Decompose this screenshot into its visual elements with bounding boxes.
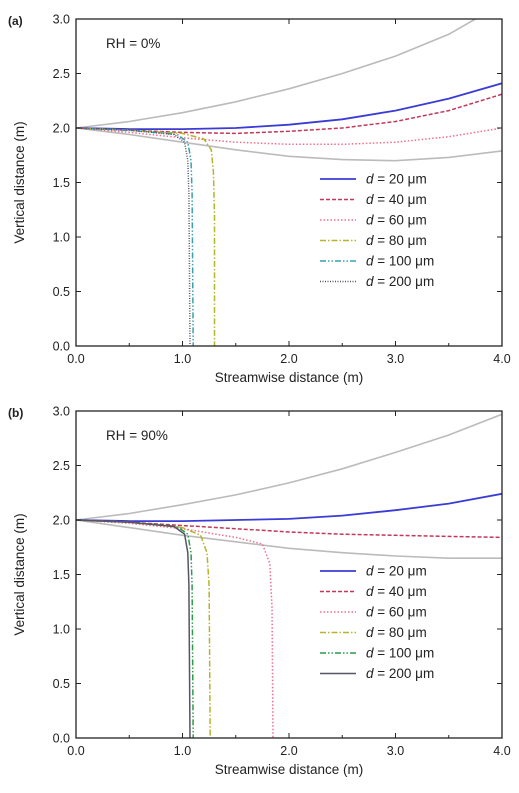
y-tick-label: 3.0	[53, 405, 70, 419]
plot-frame	[75, 18, 503, 347]
y-axis-label: Vertical distance (m)	[12, 513, 27, 635]
x-tick-label: 1.0	[174, 744, 191, 758]
boundary-line-upper	[76, 19, 476, 129]
series-line-5	[76, 127, 191, 346]
x-axis-label: Streamwise distance (m)	[215, 370, 364, 385]
series-line-4	[76, 127, 194, 346]
x-tick-label: 0.0	[67, 744, 84, 758]
condition-annotation: RH = 90%	[106, 428, 168, 443]
x-tick-label: 4.0	[493, 352, 510, 366]
legend-entry-3: d = 80 μm	[366, 625, 427, 640]
y-tick-label: 2.0	[53, 122, 70, 136]
x-tick-label: 3.0	[387, 352, 404, 366]
legend-entry-2: d = 60 μm	[366, 605, 427, 620]
legend: d = 20 μm d = 40 μm d = 60 μm d = 80 μm d = …	[320, 172, 434, 289]
series-line-5	[76, 519, 191, 738]
legend-entry-4: d = 100 μm	[366, 646, 434, 661]
series-line-1	[76, 93, 502, 135]
y-tick-label: 1.0	[53, 623, 70, 637]
x-axis-label: Streamwise distance (m)	[215, 762, 364, 777]
legend: d = 20 μm d = 40 μm d = 60 μm d = 80 μm d = …	[320, 564, 434, 681]
y-tick-label: 0.5	[53, 677, 70, 691]
legend-entry-1: d = 40 μm	[366, 584, 427, 599]
y-tick-label: 1.0	[53, 231, 70, 245]
series-line-4	[76, 519, 194, 738]
boundary-line-lower	[76, 127, 502, 162]
boundary-line-lower	[76, 519, 502, 560]
x-tick-label: 2.0	[280, 352, 297, 366]
x-tick-label: 0.0	[67, 352, 84, 366]
plot-frame	[75, 410, 503, 739]
y-tick-label: 0.5	[53, 285, 70, 299]
y-tick-label: 1.5	[53, 176, 70, 190]
series-line-0	[76, 82, 502, 131]
x-tick-label: 2.0	[280, 744, 297, 758]
series-line-1	[76, 519, 502, 539]
legend-entry-1: d = 40 μm	[366, 192, 427, 207]
chart-panel-a: 0.0 1.0 2.0 3.0 4.0 0.0 0.5 1.0 1.5 2.0 2.5 3.0 Stre…	[8, 13, 511, 386]
y-tick-label: 0.0	[53, 732, 70, 746]
series-line-0	[76, 492, 502, 522]
y-tick-label: 3.0	[53, 13, 70, 27]
legend-entry-0: d = 20 μm	[366, 564, 427, 579]
boundary-line-upper	[76, 413, 502, 521]
legend-entry-5: d = 200 μm	[366, 274, 434, 289]
series-line-2	[76, 127, 502, 146]
panel-label: (a)	[8, 14, 23, 28]
panel-label: (b)	[8, 406, 23, 420]
legend-entry-0: d = 20 μm	[366, 172, 427, 187]
y-tick-label: 2.5	[53, 459, 70, 473]
series-line-3	[76, 127, 216, 346]
y-axis-label: Vertical distance (m)	[12, 121, 27, 243]
y-tick-label: 2.0	[53, 514, 70, 528]
legend-entry-2: d = 60 μm	[366, 213, 427, 228]
legend-entry-3: d = 80 μm	[366, 233, 427, 248]
series-line-3	[76, 519, 211, 738]
legend-entry-5: d = 200 μm	[366, 666, 434, 681]
legend-entry-4: d = 100 μm	[366, 254, 434, 269]
x-tick-label: 1.0	[174, 352, 191, 366]
y-tick-label: 1.5	[53, 568, 70, 582]
series-line-2	[76, 519, 274, 738]
x-tick-label: 4.0	[493, 744, 510, 758]
condition-annotation: RH = 0%	[106, 36, 160, 51]
chart-panel-b: 0.0 1.0 2.0 3.0 4.0 0.0 0.5 1.0 1.5 2.0 2.5 3.0 Stre…	[8, 405, 511, 778]
y-tick-label: 0.0	[53, 340, 70, 354]
x-tick-label: 3.0	[387, 744, 404, 758]
y-tick-label: 2.5	[53, 67, 70, 81]
